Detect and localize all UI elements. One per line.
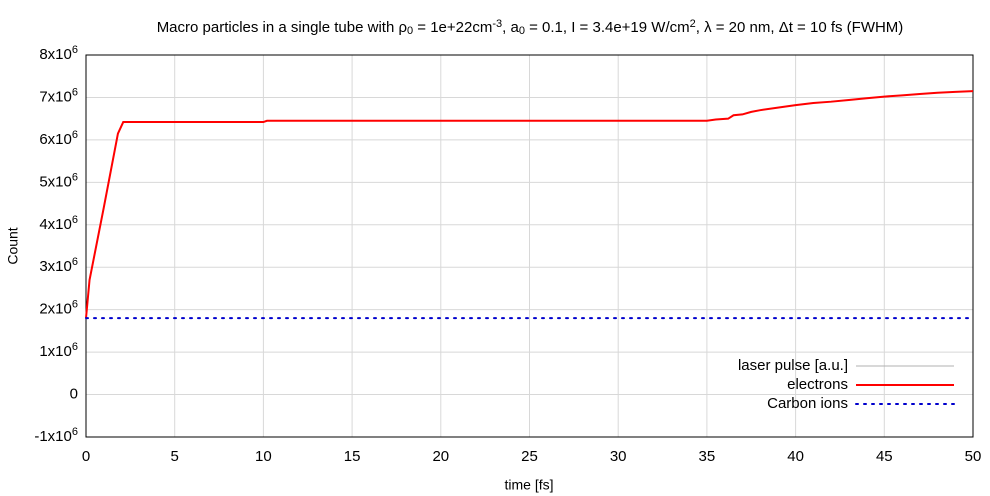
y-tick-exponent: 6	[72, 256, 78, 268]
y-tick-label: 6x106	[39, 129, 78, 148]
y-axis-label: Count	[5, 227, 21, 264]
y-tick-label: 3x106	[39, 256, 78, 275]
y-tick-text: 8x10	[39, 46, 72, 63]
y-tick-label: 1x106	[39, 341, 78, 360]
chart-title: Macro particles in a single tube with ρ0…	[157, 18, 904, 38]
y-tick-label: 0	[70, 386, 78, 403]
plot-frame	[85, 54, 974, 438]
y-tick-exponent: 6	[72, 214, 78, 226]
x-tick-label: 10	[255, 448, 272, 465]
y-tick-exponent: 6	[72, 171, 78, 183]
title-part: = 1e+22cm	[413, 19, 492, 36]
y-tick-text: 2x10	[39, 301, 72, 318]
title-part: , λ = 20 nm, Δt = 10 fs (FWHM)	[696, 19, 904, 36]
y-tick-exponent: 6	[72, 299, 78, 311]
y-tick-exponent: 6	[72, 44, 78, 56]
x-tick-label: 45	[876, 448, 893, 465]
y-tick-label: 7x106	[39, 86, 78, 105]
y-tick-text: 0	[70, 386, 78, 403]
x-tick-label: 0	[82, 448, 90, 465]
y-tick-exponent: 6	[72, 129, 78, 141]
y-tick-text: 1x10	[39, 343, 72, 360]
title-part: 0	[407, 25, 413, 37]
y-tick-text: -1x10	[34, 428, 72, 445]
y-tick-text: 3x10	[39, 258, 72, 275]
title-part: , a	[502, 19, 519, 36]
y-tick-label: 5x106	[39, 171, 78, 190]
title-part: = 0.1, I = 3.4e+19 W/cm	[525, 19, 690, 36]
legend-label: Carbon ions	[767, 395, 848, 412]
title-part: -3	[492, 18, 502, 30]
x-axis-label: time [fs]	[504, 477, 553, 493]
x-tick-label: 35	[699, 448, 716, 465]
y-tick-label: 8x106	[39, 44, 78, 63]
legend-label: laser pulse [a.u.]	[738, 357, 848, 374]
y-tick-exponent: 6	[72, 86, 78, 98]
x-tick-label: 15	[344, 448, 361, 465]
title-part: Macro particles in a single tube with ρ	[157, 19, 407, 36]
x-tick-label: 40	[787, 448, 804, 465]
legend-label: electrons	[787, 376, 848, 393]
x-tick-label: 20	[432, 448, 449, 465]
y-tick-text: 6x10	[39, 131, 72, 148]
title-part: 0	[519, 25, 525, 37]
x-tick-label: 50	[965, 448, 982, 465]
y-tick-label: 4x106	[39, 214, 78, 233]
x-tick-label: 5	[171, 448, 179, 465]
x-tick-label: 30	[610, 448, 627, 465]
y-tick-text: 5x10	[39, 173, 72, 190]
y-tick-label: -1x106	[34, 426, 78, 445]
series-line	[85, 90, 974, 319]
y-tick-text: 7x10	[39, 88, 72, 105]
x-tick-label: 25	[521, 448, 538, 465]
y-tick-label: 2x106	[39, 299, 78, 318]
y-tick-exponent: 6	[72, 426, 78, 438]
title-part: 2	[690, 18, 696, 30]
y-tick-text: 4x10	[39, 216, 72, 233]
y-tick-exponent: 6	[72, 341, 78, 353]
